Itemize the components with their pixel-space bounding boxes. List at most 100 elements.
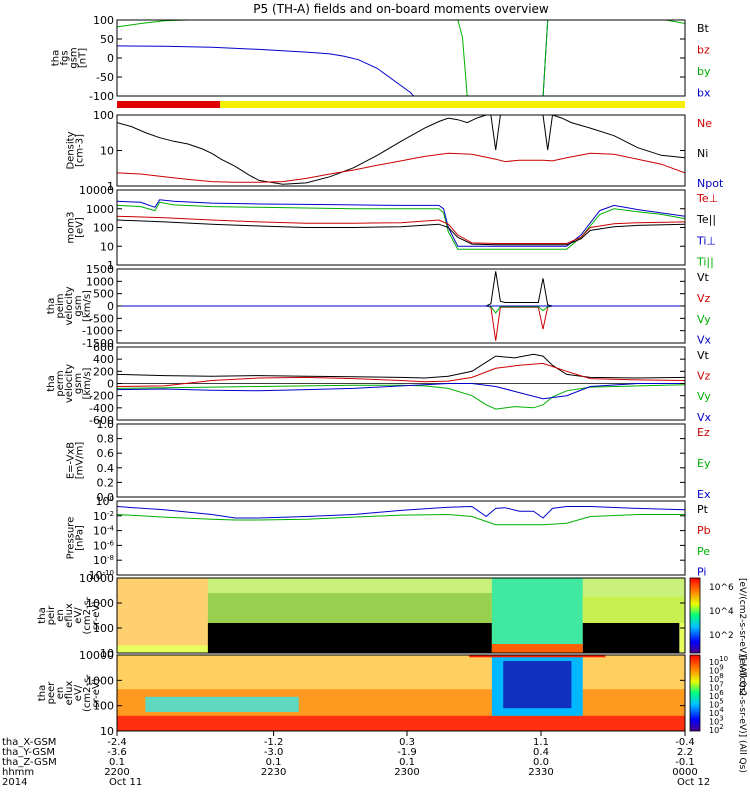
legend-density-0: Ne bbox=[697, 117, 712, 130]
xaxis-value: 0.1 bbox=[266, 757, 282, 768]
y-tick-label: 10 bbox=[100, 145, 114, 158]
xaxis-value: -1.2 bbox=[264, 737, 284, 748]
panel-ylabel-line: gsm bbox=[69, 47, 80, 68]
y-tick-label: -400 bbox=[89, 402, 114, 415]
colorbar-peir-tick-2: 10^2 bbox=[709, 631, 734, 641]
y-tick-label: -1500 bbox=[82, 337, 114, 350]
peer-top-edge bbox=[469, 655, 606, 658]
y-tick-label: 1000 bbox=[86, 203, 114, 216]
y-tick-label: 1 bbox=[107, 180, 114, 193]
panel-ylabel-line: velocity bbox=[64, 286, 75, 325]
panel-ylabel-line: [nPa] bbox=[75, 525, 86, 551]
y-tick-label: 0.2 bbox=[97, 476, 115, 489]
xaxis-row-label: tha_X-GSM bbox=[2, 737, 56, 748]
legend-fgs-3: bx bbox=[697, 87, 711, 100]
y-tick-label: 10-2 bbox=[93, 510, 114, 523]
y-tick-label: 600 bbox=[93, 341, 114, 354]
peir-bottom-hot bbox=[491, 644, 583, 653]
colorbar-peer-label: [eV/(cm2-s-sr-eV)] (All Qs) bbox=[737, 655, 747, 773]
panel-ylabel-line: peir bbox=[46, 605, 57, 625]
y-tick-label: 500 bbox=[93, 288, 114, 301]
y-tick-label: 1.0 bbox=[97, 418, 115, 431]
panel-ylabel-line: en bbox=[55, 687, 66, 700]
xaxis-value: -3.6 bbox=[107, 747, 127, 758]
xaxis-value: Oct 11 bbox=[109, 777, 142, 788]
y-tick-label: 10-6 bbox=[93, 539, 115, 552]
series-perm_velocity-Vx bbox=[117, 383, 685, 400]
y-tick-label: 1000 bbox=[86, 275, 114, 288]
series-peim_velocity-Vz bbox=[117, 305, 685, 341]
panel-frame-peir bbox=[116, 577, 686, 654]
colorbar-peir-tick-1: 10^4 bbox=[709, 607, 734, 617]
legend-pressure-2: Pe bbox=[697, 545, 710, 558]
panel-ylabel-line: Density bbox=[66, 131, 77, 169]
panel-ylabel-line: velocity bbox=[64, 364, 75, 403]
panel-ylabel-line: tha bbox=[37, 685, 48, 701]
panel-ylabel-line: [cm-3] bbox=[75, 134, 86, 167]
peir-early bbox=[117, 578, 208, 646]
panel-ylabel-line: perm bbox=[55, 370, 66, 396]
panel-ylabel-line: sr-eV) bbox=[91, 678, 102, 707]
xaxis-value: 0000 bbox=[672, 767, 697, 778]
colorbar-peir-label: [eV/(cm2-s-sr-eV)] (All Qs) bbox=[737, 578, 747, 696]
series-temperature-Ti|| bbox=[117, 201, 685, 250]
panel-ylabel-line: gsm bbox=[73, 295, 84, 316]
panel-ylabel-line: Pressure bbox=[66, 517, 77, 560]
y-tick-label: -500 bbox=[89, 312, 114, 325]
panel-ylabel-line: en bbox=[55, 609, 66, 622]
xaxis-value: 2300 bbox=[394, 767, 419, 778]
y-tick-label: 0.4 bbox=[97, 462, 115, 475]
panel-ylabel-line: tha bbox=[46, 298, 57, 314]
y-tick-label: -1000 bbox=[82, 325, 114, 338]
xaxis-value: -3.0 bbox=[264, 747, 284, 758]
y-tick-label: 10000 bbox=[79, 649, 114, 662]
peir-low-dark-2 bbox=[582, 623, 680, 653]
status-bar-red bbox=[117, 101, 220, 108]
legend-temperature-0: Te⊥ bbox=[696, 192, 718, 205]
xaxis-row-label: hhmm bbox=[2, 767, 34, 778]
y-tick-label: 1000 bbox=[86, 674, 114, 687]
xaxis-row-label: 2014 bbox=[2, 777, 27, 788]
y-tick-label: 10000 bbox=[79, 572, 114, 585]
peir-right bbox=[582, 596, 685, 623]
xaxis-value: -0.4 bbox=[675, 737, 695, 748]
panel-ylabel-line: [km/s] bbox=[82, 290, 93, 322]
xaxis-value: 2230 bbox=[261, 767, 286, 778]
legend-density-1: Ni bbox=[697, 147, 708, 160]
xaxis-value: 0.4 bbox=[533, 747, 549, 758]
y-tick-label: 100 bbox=[93, 222, 114, 235]
legend-peim_velocity-3: Vx bbox=[697, 334, 712, 347]
figure-title: P5 (TH-A) fields and on-board moments ov… bbox=[253, 2, 549, 16]
xaxis-value: 2.2 bbox=[677, 747, 693, 758]
y-tick-label: -600 bbox=[89, 414, 114, 427]
y-tick-label: 1 bbox=[107, 259, 114, 272]
legend-perm_velocity-1: Vz bbox=[697, 370, 711, 383]
y-tick-label: 1500 bbox=[86, 263, 114, 276]
panel-frame-density bbox=[116, 114, 686, 187]
series-temperature-Te|| bbox=[117, 219, 685, 246]
y-tick-label: 10 bbox=[100, 647, 114, 660]
legend-efield-0: Ez bbox=[697, 426, 710, 439]
series-pressure-Pe bbox=[117, 513, 685, 526]
y-tick-label: 100 bbox=[93, 14, 114, 27]
panel-frame-efield bbox=[116, 423, 686, 498]
y-tick-label: 100 bbox=[96, 495, 114, 508]
panel-ylabel-line: [eV] bbox=[75, 217, 86, 238]
legend-temperature-1: Te|| bbox=[696, 213, 716, 226]
legend-peim_velocity-1: Vz bbox=[697, 292, 711, 305]
panel-ylabel-line: [km/s] bbox=[82, 367, 93, 399]
xaxis-value: 2200 bbox=[104, 767, 129, 778]
xaxis-value: 0.1 bbox=[109, 757, 125, 768]
panel-ylabel-line: tha bbox=[51, 50, 62, 66]
legend-pressure-0: Pt bbox=[697, 503, 709, 516]
panel-frame-temperature bbox=[116, 189, 686, 266]
panel-ylabel-line: peer bbox=[46, 681, 57, 705]
y-tick-label: 0 bbox=[107, 52, 114, 65]
panel-ylabel-line: fgs bbox=[60, 50, 71, 65]
y-tick-label: 100 bbox=[93, 700, 114, 713]
legend-perm_velocity-2: Vy bbox=[697, 390, 711, 403]
y-tick-label: 100 bbox=[93, 622, 114, 635]
series-peim_velocity-Vy bbox=[117, 305, 685, 314]
series-perm_velocity-Vt bbox=[117, 353, 685, 379]
legend-pressure-3: Pi bbox=[697, 566, 706, 579]
